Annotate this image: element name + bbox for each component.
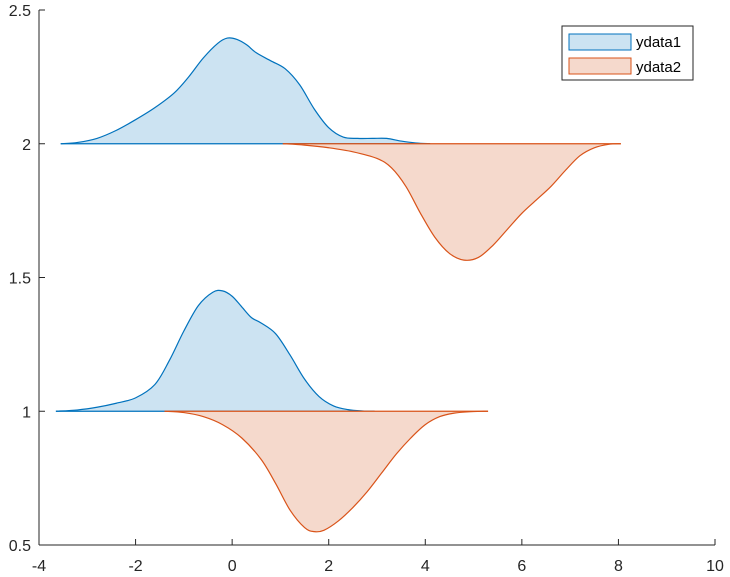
legend-label-ydata2: ydata2 [636,59,681,76]
y-tick-label: 2 [22,137,31,154]
legend[interactable]: ydata1 ydata2 [561,25,694,81]
y-tick-label: 1.5 [9,271,31,288]
outline-ydata2-group-1 [282,143,621,261]
y-tick-label: 0.5 [9,538,31,555]
area-ydata1-group-1 [60,37,431,144]
legend-swatch-ydata2 [568,57,632,75]
x-tick-label: 8 [614,558,623,575]
area-ydata1-group-2 [55,290,375,412]
x-tick-label: 10 [706,558,724,575]
ticks-layer: -4 -2 0 2 4 6 8 10 0.5 1 1.5 2 2.5 [9,3,724,575]
legend-label-ydata1: ydata1 [636,34,681,51]
outline-ydata2-group-2 [164,410,489,533]
x-tick-label: 0 [228,558,237,575]
area-ydata2-group-1 [282,143,621,261]
series-layer [55,37,621,533]
legend-swatch-ydata1 [568,33,632,51]
y-tick-label: 2.5 [9,3,31,20]
x-tick-label: -4 [32,558,46,575]
x-tick-label: 6 [517,558,526,575]
x-tick-label: 4 [421,558,430,575]
x-tick-label: -2 [128,558,142,575]
outline-ydata1-group-1 [60,37,431,145]
x-tick-label: 2 [324,558,333,575]
y-tick-label: 1 [22,404,31,421]
outline-ydata1-group-2 [55,289,375,412]
